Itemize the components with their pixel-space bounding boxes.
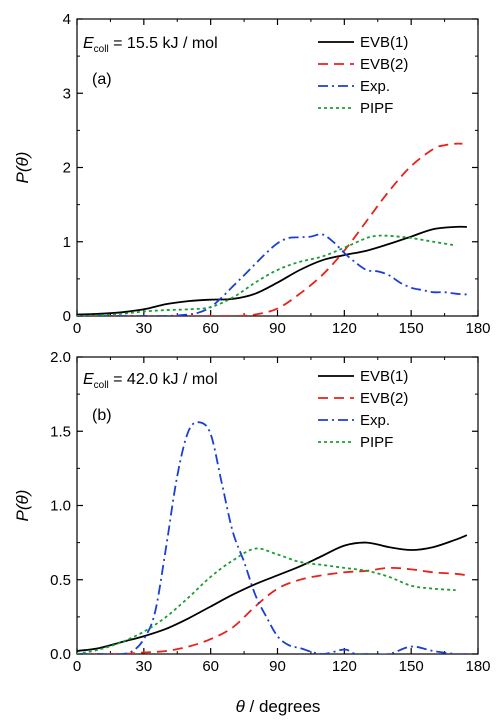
energy-annotation: Ecoll = 42.0 kJ / mol <box>83 371 218 391</box>
series-line-pipf <box>77 547 456 654</box>
y-axis-title-p: P( <box>13 164 32 183</box>
energy-symbol: E <box>83 35 94 52</box>
legend-label: Exp. <box>360 412 390 429</box>
series-line-evb-1 <box>77 225 467 316</box>
y-axis-title-p: P( <box>13 502 32 521</box>
x-axis-title-unit: / degrees <box>245 697 321 716</box>
x-tick-label: 120 <box>332 320 357 337</box>
x-axis-title-theta: θ <box>236 697 246 716</box>
y-tick-label: 1 <box>63 234 71 251</box>
legend-label: EVB(2) <box>360 56 408 73</box>
x-tick-label: 30 <box>135 658 152 675</box>
y-tick-label: 1.5 <box>50 423 71 440</box>
energy-subscript: coll <box>94 44 109 55</box>
x-tick-label: 90 <box>269 658 286 675</box>
panel-a: 0 30 60 90 120 150 180 0 1 2 3 4 P(θ) EVB(1) EVB(2) Exp… <box>13 11 491 337</box>
series-line-evb-2 <box>77 566 468 654</box>
y-tick-label: 2 <box>63 160 71 177</box>
x-tick-label: 30 <box>135 320 152 337</box>
legend-label: Exp. <box>360 78 390 95</box>
panel-label: (b) <box>92 407 112 424</box>
energy-value: = 15.5 kJ / mol <box>109 35 218 52</box>
panel-b: 0 30 60 90 120 150 180 0.0 0.5 1.0 1.5 2.0 P(θ) EVB(1… <box>13 349 491 675</box>
plot-frame <box>76 18 479 317</box>
y-tick-label: 0.0 <box>50 646 71 663</box>
energy-value: = 42.0 kJ / mol <box>109 371 218 388</box>
y-tick-label: 0 <box>63 308 71 325</box>
plot-frame <box>76 356 479 655</box>
x-tick-label: 90 <box>269 320 286 337</box>
y-tick-label: 4 <box>63 11 71 28</box>
y-axis-title-close: ) <box>13 152 32 160</box>
series-line-exp <box>77 233 467 316</box>
y-axis-title: P(θ) <box>13 152 32 184</box>
legend-label: PIPF <box>360 434 393 451</box>
legend-label: EVB(1) <box>360 368 408 385</box>
x-tick-label: 0 <box>73 658 81 675</box>
x-tick-label: 150 <box>399 658 424 675</box>
x-tick-label: 60 <box>202 320 219 337</box>
series-line-evb-2 <box>77 142 463 316</box>
y-tick-label: 3 <box>63 85 71 102</box>
y-axis-title: P(θ) <box>13 490 32 522</box>
x-tick-label: 60 <box>202 658 219 675</box>
series-line-exp <box>77 421 467 654</box>
series-group <box>77 421 468 654</box>
y-axis-title-theta: θ <box>13 156 32 166</box>
legend-label: PIPF <box>360 100 393 117</box>
x-axis-title: θ / degrees <box>236 697 321 716</box>
x-tick-label: 180 <box>465 658 490 675</box>
x-tick-label: 0 <box>73 320 81 337</box>
series-line-pipf <box>77 234 456 316</box>
y-axis-title-close: ) <box>13 490 32 498</box>
series-group <box>77 142 467 316</box>
x-tick-label: 150 <box>399 320 424 337</box>
x-tick-label: 180 <box>465 320 490 337</box>
legend-label: EVB(1) <box>360 34 408 51</box>
energy-annotation: Ecoll = 15.5 kJ / mol <box>83 35 218 55</box>
energy-symbol: E <box>83 371 94 388</box>
x-tick-label: 120 <box>332 658 357 675</box>
series-line-evb-1 <box>77 534 468 652</box>
y-tick-label: 1.0 <box>50 498 71 515</box>
panel-label: (a) <box>92 71 112 88</box>
y-axis-title-theta: θ <box>13 494 32 504</box>
energy-subscript: coll <box>94 380 109 391</box>
y-tick-label: 2.0 <box>50 349 71 366</box>
legend-label: EVB(2) <box>360 390 408 407</box>
y-tick-label: 0.5 <box>50 572 71 589</box>
